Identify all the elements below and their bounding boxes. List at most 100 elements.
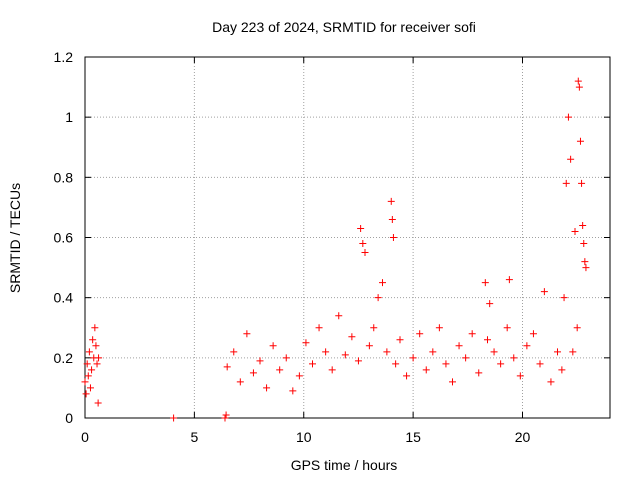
- data-point: [569, 348, 577, 356]
- data-point: [510, 354, 518, 362]
- data-point: [554, 348, 561, 356]
- data-point: [249, 369, 257, 377]
- data-point: [505, 276, 513, 284]
- data-point: [455, 342, 463, 350]
- data-point: [578, 179, 586, 187]
- data-point: [392, 360, 400, 368]
- data-point: [92, 342, 100, 350]
- data-point: [221, 414, 229, 422]
- data-point: [567, 155, 575, 163]
- data-point: [374, 294, 382, 302]
- data-point: [223, 363, 231, 371]
- data-point: [365, 342, 373, 350]
- chart-title: Day 223 of 2024, SRMTID for receiver sof…: [212, 19, 476, 35]
- data-point: [84, 372, 92, 380]
- data-point: [475, 369, 483, 377]
- data-point: [328, 366, 336, 374]
- grid-layer: [85, 57, 610, 418]
- data-point: [523, 342, 531, 350]
- data-point: [484, 336, 491, 344]
- data-point: [354, 357, 362, 365]
- data-point: [558, 366, 566, 374]
- data-point: [243, 330, 251, 338]
- data-point: [560, 294, 568, 302]
- data-point: [575, 83, 583, 91]
- data-point: [309, 360, 316, 368]
- data-point: [256, 357, 264, 365]
- data-point: [357, 224, 365, 232]
- data-point: [503, 324, 511, 332]
- data-point: [361, 249, 369, 257]
- data-point: [348, 333, 356, 341]
- data-point: [582, 264, 590, 272]
- data-point: [86, 384, 94, 392]
- data-point: [562, 179, 570, 187]
- data-point: [564, 113, 572, 121]
- x-tick-label: 20: [515, 429, 531, 445]
- data-point: [516, 372, 524, 380]
- data-point: [540, 288, 548, 296]
- y-tick-label: 1.2: [54, 49, 74, 65]
- data-point: [581, 258, 589, 266]
- data-points: [81, 77, 590, 422]
- x-tick-label: 15: [405, 429, 421, 445]
- data-point: [429, 348, 437, 356]
- data-point: [302, 339, 310, 347]
- tick-layer: 0 5 10 15 20 0 0.2 0.4 0.6 0.8 1 1.2: [54, 49, 610, 445]
- data-point: [547, 378, 555, 386]
- data-point: [416, 330, 424, 338]
- data-point: [396, 336, 404, 344]
- data-point: [85, 348, 93, 356]
- data-point: [276, 366, 284, 374]
- data-point: [571, 227, 579, 235]
- data-point: [282, 354, 290, 362]
- data-point: [497, 360, 505, 368]
- y-tick-label: 0.8: [54, 169, 74, 185]
- data-point: [370, 324, 378, 332]
- data-point: [81, 378, 89, 386]
- data-point: [486, 300, 494, 308]
- y-tick-label: 0.4: [54, 290, 74, 306]
- data-point: [359, 240, 367, 248]
- data-point: [422, 366, 430, 374]
- data-point: [93, 360, 101, 368]
- data-point: [263, 384, 271, 392]
- data-point: [388, 215, 396, 223]
- y-tick-label: 0: [65, 410, 73, 426]
- data-point: [468, 330, 476, 338]
- data-point: [442, 360, 450, 368]
- x-tick-label: 5: [190, 429, 198, 445]
- data-point: [222, 411, 230, 419]
- data-point: [389, 234, 397, 241]
- data-point: [580, 240, 588, 248]
- data-point: [91, 324, 99, 332]
- x-tick-label: 0: [81, 429, 89, 445]
- y-tick-label: 0.2: [54, 350, 74, 366]
- x-axis-label: GPS time / hours: [291, 457, 398, 473]
- data-point: [383, 348, 391, 356]
- y-axis-label: SRMTID / TECUs: [7, 183, 23, 293]
- data-point: [462, 354, 470, 362]
- data-point: [170, 414, 178, 422]
- data-point: [579, 221, 587, 229]
- data-point: [269, 342, 277, 350]
- data-point: [289, 387, 297, 395]
- data-point: [82, 390, 90, 398]
- data-point: [236, 378, 244, 386]
- data-point: [83, 360, 91, 368]
- data-point: [379, 279, 386, 287]
- data-point: [341, 351, 349, 359]
- data-point: [536, 360, 544, 368]
- data-point: [529, 330, 537, 338]
- data-point: [322, 348, 330, 356]
- data-point: [387, 197, 395, 205]
- data-point: [95, 354, 103, 362]
- data-point: [573, 324, 581, 332]
- data-point: [89, 336, 97, 344]
- data-point: [88, 366, 96, 374]
- data-point: [409, 354, 417, 362]
- data-point: [490, 348, 498, 356]
- data-point: [315, 324, 323, 332]
- data-point: [574, 77, 582, 85]
